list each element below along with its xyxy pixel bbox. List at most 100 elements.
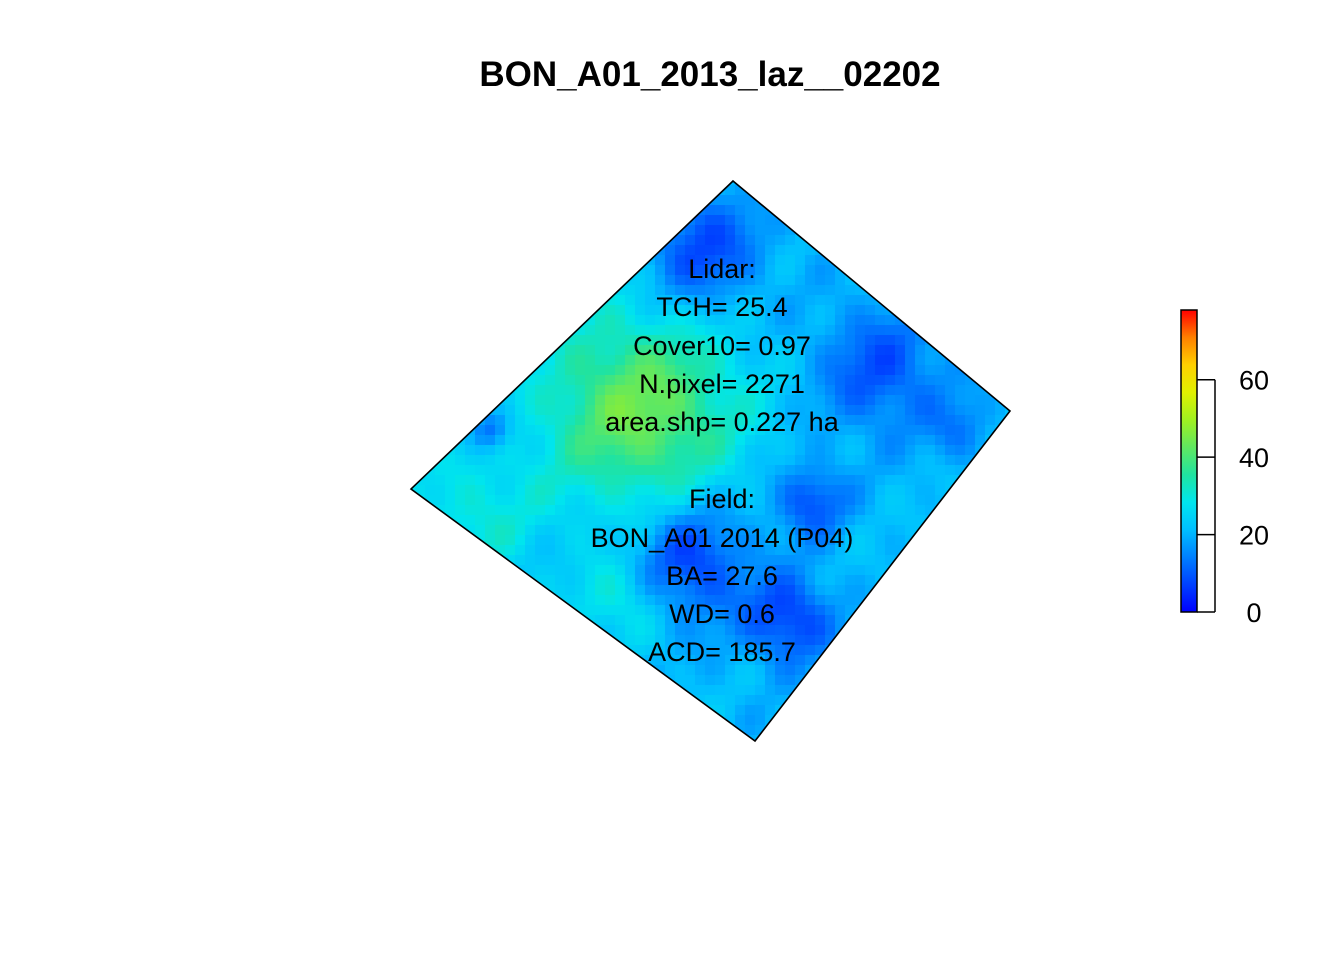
raster-cell [725, 205, 736, 216]
raster-cell [975, 435, 986, 446]
raster-cell [955, 285, 966, 296]
raster-cell [605, 245, 616, 256]
raster-cell [435, 235, 446, 246]
raster-cell [555, 665, 566, 676]
raster-cell [895, 535, 906, 546]
raster-cell [945, 685, 956, 696]
raster-cell [855, 705, 866, 716]
raster-cell [895, 345, 906, 356]
raster-cell [895, 515, 906, 526]
raster-cell [505, 735, 516, 741]
raster-cell [435, 745, 446, 756]
raster-cell [655, 195, 666, 206]
raster-cell [605, 745, 616, 756]
raster-cell [885, 495, 896, 506]
raster-cell [655, 735, 666, 741]
raster-cell [585, 245, 596, 256]
raster-cell [725, 635, 736, 646]
raster-cell [915, 435, 926, 446]
raster-cell [411, 265, 416, 276]
raster-cell [935, 265, 946, 276]
raster-cell [805, 595, 816, 606]
raster-cell [725, 315, 736, 326]
raster-cell [615, 675, 626, 686]
raster-cell [605, 325, 616, 336]
raster-cell [785, 425, 796, 436]
raster-cell [685, 615, 696, 626]
raster-cell [855, 685, 866, 696]
raster-cell [865, 615, 876, 626]
raster-cell [655, 295, 666, 306]
raster-cell [415, 725, 426, 736]
raster-cell [885, 225, 896, 236]
raster-cell [445, 595, 456, 606]
raster-cell [815, 315, 826, 326]
raster-cell [695, 295, 706, 306]
raster-cell [655, 215, 666, 226]
raster-cell [875, 705, 886, 716]
raster-cell [635, 325, 646, 336]
raster-cell [545, 455, 556, 466]
raster-cell [805, 395, 816, 406]
raster-cell [845, 605, 856, 616]
raster-cell [475, 325, 486, 336]
raster-cell [765, 385, 776, 396]
raster-cell [705, 315, 716, 326]
raster-cell [965, 405, 976, 416]
raster-cell [735, 195, 746, 206]
raster-cell [815, 605, 826, 616]
raster-cell [495, 465, 506, 476]
raster-cell [775, 285, 786, 296]
raster-cell [855, 395, 866, 406]
raster-cell [755, 185, 766, 196]
raster-cell [775, 695, 786, 706]
raster-cell [975, 725, 986, 736]
raster-cell [675, 665, 686, 676]
raster-cell [865, 715, 876, 726]
raster-cell [545, 405, 556, 416]
raster-cell [755, 215, 766, 226]
raster-cell [845, 285, 856, 296]
raster-cell [815, 635, 826, 646]
raster-cell [745, 465, 756, 476]
raster-cell [545, 615, 556, 626]
raster-cell [995, 505, 1006, 516]
raster-cell [645, 415, 656, 426]
raster-cell [845, 695, 856, 706]
raster-cell [515, 535, 526, 546]
raster-cell [485, 555, 496, 566]
raster-cell [735, 545, 746, 556]
raster-cell [411, 345, 416, 356]
raster-cell [1005, 425, 1010, 436]
raster-cell [445, 335, 456, 346]
raster-cell [565, 555, 576, 566]
raster-cell [415, 345, 426, 356]
raster-cell [425, 595, 436, 606]
raster-cell [865, 685, 876, 696]
raster-cell [615, 565, 626, 576]
raster-cell [995, 555, 1006, 566]
raster-cell [915, 625, 926, 636]
raster-cell [635, 645, 646, 656]
raster-cell [795, 665, 806, 676]
raster-cell [805, 525, 816, 536]
raster-cell [695, 255, 706, 266]
raster-cell [565, 395, 576, 406]
raster-cell [625, 215, 636, 226]
raster-cell [1005, 205, 1010, 216]
raster-cell [825, 645, 836, 656]
raster-cell [615, 295, 626, 306]
raster-cell [685, 435, 696, 446]
raster-cell [595, 555, 606, 566]
raster-cell [985, 615, 996, 626]
raster-cell [815, 595, 826, 606]
raster-cell [855, 475, 866, 486]
raster-cell [925, 525, 936, 536]
raster-cell [635, 585, 646, 596]
raster-cell [845, 575, 856, 586]
raster-cell [945, 555, 956, 566]
raster-cell [945, 255, 956, 266]
raster-cell [605, 525, 616, 536]
raster-cell [505, 295, 516, 306]
raster-cell [485, 575, 496, 586]
